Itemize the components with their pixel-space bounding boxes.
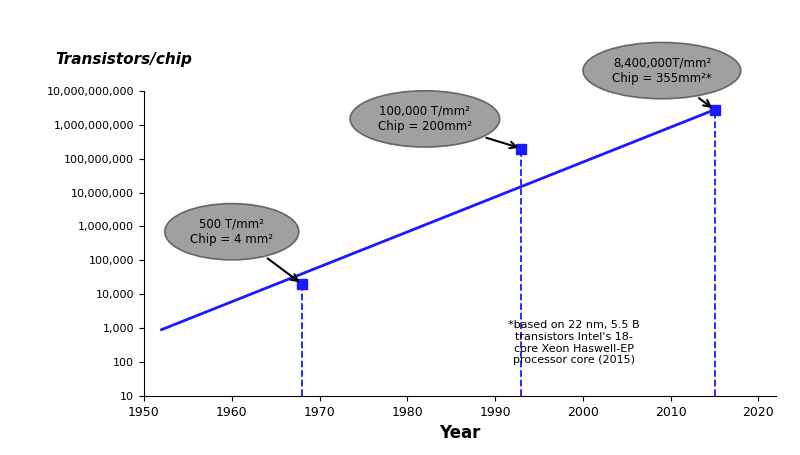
Text: 8,400,000T/mm²
Chip = 355mm²*: 8,400,000T/mm² Chip = 355mm²* <box>612 56 712 106</box>
Text: *based on 22 nm, 5.5 B
transistors Intel's 18-
core Xeon Haswell-EP
processor co: *based on 22 nm, 5.5 B transistors Intel… <box>508 320 640 365</box>
Text: Transistors/chip: Transistors/chip <box>55 51 192 66</box>
X-axis label: Year: Year <box>439 424 481 442</box>
Text: 500 T/mm²
Chip = 4 mm²: 500 T/mm² Chip = 4 mm² <box>190 218 298 281</box>
Text: 100,000 T/mm²
Chip = 200mm²: 100,000 T/mm² Chip = 200mm² <box>378 105 517 148</box>
